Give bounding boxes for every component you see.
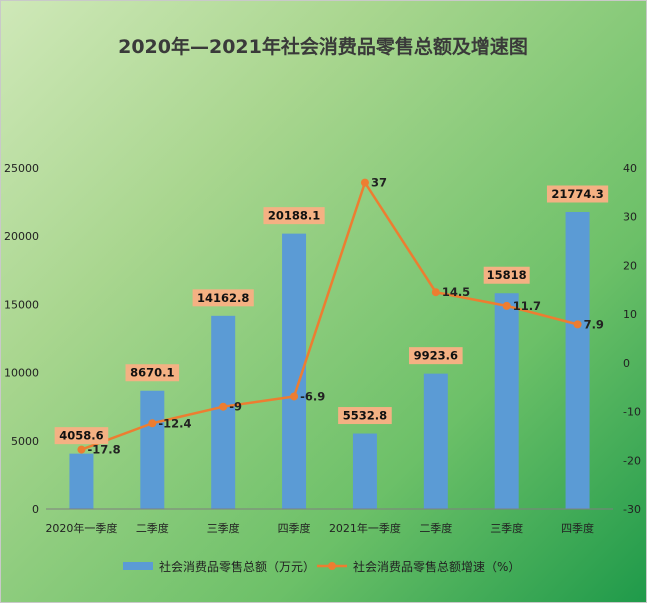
right-axis: -30 -20 -10 0 10 20 30 40 (623, 162, 641, 516)
category-label: 四季度 (561, 521, 594, 535)
right-tick-label: -20 (623, 454, 641, 467)
chart-title: 2020年—2021年社会消费品零售总额及增速图 (118, 35, 528, 58)
line-point (148, 419, 157, 428)
legend-bar-swatch (123, 562, 153, 570)
bar (352, 433, 377, 509)
bar-label-box (263, 207, 325, 225)
bar (69, 453, 94, 509)
right-tick-label: 30 (623, 211, 637, 224)
right-tick-label: -10 (623, 406, 641, 419)
line-point (77, 445, 86, 454)
bar-value-label: 15818 (487, 268, 527, 282)
category-label: 四季度 (278, 521, 311, 535)
data-labels: 4058.6 8670.1 14162.8 20188.1 5532.8 9923.6 15… (54, 176, 609, 457)
bar-value-label: 9923.6 (414, 349, 458, 363)
bar-value-label: 20188.1 (268, 209, 320, 223)
bar-series (69, 211, 590, 510)
line-value-label: 14.5 (442, 285, 470, 299)
left-axis: 0 5000 10000 15000 20000 25000 (4, 162, 39, 516)
right-tick-label: 20 (623, 259, 637, 272)
category-label: 2020年一季度 (45, 521, 117, 535)
line-point (431, 288, 440, 297)
line-value-label: 7.9 (584, 317, 604, 331)
category-axis: 2020年一季度 二季度 三季度 四季度 2021年一季度 二季度 三季度 四季度 (45, 508, 613, 535)
bar-label-box (338, 407, 392, 425)
line-series (77, 178, 582, 454)
bar-label-box (483, 266, 530, 284)
left-tick-label: 15000 (4, 298, 39, 311)
bar (423, 373, 448, 509)
category-label: 三季度 (207, 521, 240, 535)
line-value-label: 37 (371, 176, 387, 190)
left-tick-label: 10000 (4, 367, 39, 380)
right-tick-label: 40 (623, 162, 637, 175)
bar (494, 293, 519, 509)
line-point (360, 178, 369, 187)
category-label: 二季度 (419, 521, 452, 535)
line-point (573, 320, 582, 329)
bar-value-label: 5532.8 (343, 409, 387, 423)
bar-value-label: 8670.1 (130, 366, 174, 380)
bar-value-label: 4058.6 (59, 429, 103, 443)
line-value-label: -17.8 (87, 443, 120, 457)
right-tick-label: 10 (623, 308, 637, 321)
line-value-label: 11.7 (513, 299, 541, 313)
bar (211, 315, 236, 509)
bar (140, 390, 165, 509)
left-tick-label: 0 (32, 503, 39, 516)
category-label: 2021年一季度 (329, 521, 401, 535)
bar-value-label: 21774.3 (551, 187, 603, 201)
category-label: 三季度 (490, 521, 523, 535)
legend-line-marker (328, 562, 336, 570)
left-tick-label: 20000 (4, 230, 39, 243)
bar-value-label: 14162.8 (197, 291, 249, 305)
line-value-label: -6.9 (300, 389, 325, 403)
line-value-label: -12.4 (158, 416, 191, 430)
right-tick-label: -30 (623, 503, 641, 516)
right-tick-label: 0 (623, 357, 630, 370)
line-point (219, 402, 228, 411)
bar-label-box (409, 347, 463, 365)
line-point (290, 392, 299, 401)
line-path (81, 181, 578, 451)
line-value-label: -9 (229, 400, 242, 414)
legend: 社会消费品零售总额（万元） 社会消费品零售总额增速（%） (123, 559, 520, 574)
bar-label-box (125, 364, 180, 382)
left-tick-label: 25000 (4, 162, 39, 175)
category-label: 二季度 (136, 521, 169, 535)
line-point (502, 301, 511, 310)
bar-label-box (54, 427, 109, 445)
bar (565, 211, 590, 510)
legend-line-label: 社会消费品零售总额增速（%） (353, 559, 520, 574)
left-tick-label: 5000 (11, 435, 39, 448)
bar-label-box (192, 289, 254, 307)
bar-label-box (546, 185, 609, 203)
legend-bar-label: 社会消费品零售总额（万元） (159, 559, 315, 574)
